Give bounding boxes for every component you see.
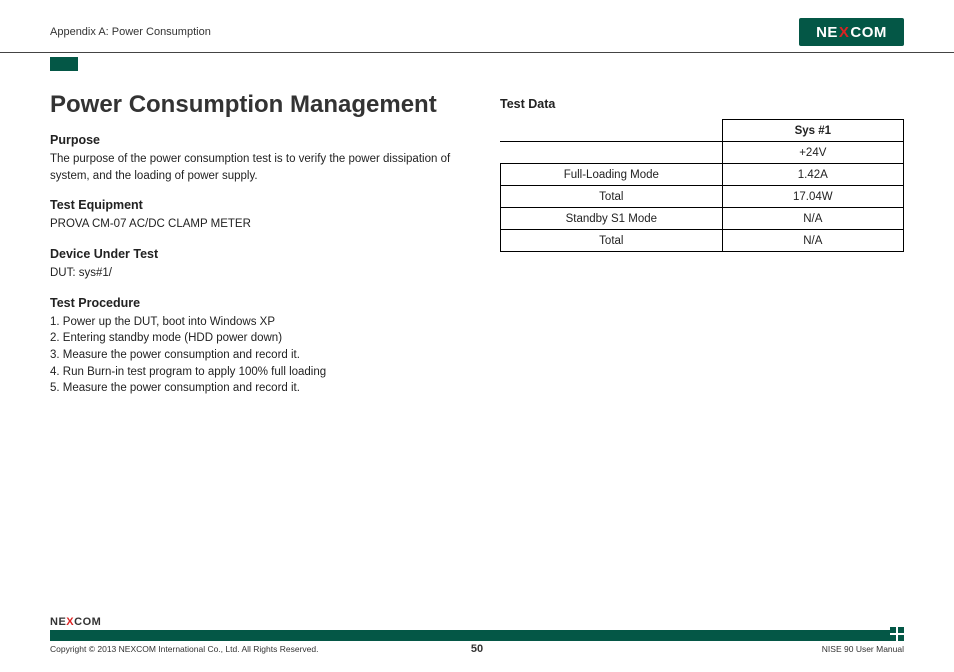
logo-text-post: COM <box>850 24 887 41</box>
testdata-table: Sys #1 +24V Full-Loading Mode 1.42A Tota… <box>500 119 904 252</box>
table-row: Sys #1 <box>501 120 904 142</box>
table-cell-value: N/A <box>722 208 903 230</box>
table-row: +24V <box>501 142 904 164</box>
footer-row: Copyright © 2013 NEXCOM International Co… <box>50 641 904 654</box>
table-cell-value: 17.04W <box>722 186 903 208</box>
equipment-heading: Test Equipment <box>50 198 454 212</box>
procedure-step: 3. Measure the power consumption and rec… <box>50 347 454 364</box>
table-row: Standby S1 Mode N/A <box>501 208 904 230</box>
table-row: Total 17.04W <box>501 186 904 208</box>
procedure-list: 1. Power up the DUT, boot into Windows X… <box>50 314 454 397</box>
procedure-step: 5. Measure the power consumption and rec… <box>50 380 454 397</box>
page-header: Appendix A: Power Consumption NEXCOM <box>0 0 954 53</box>
table-header-cell: Sys #1 <box>722 120 903 142</box>
footer-logo-x: X <box>66 616 74 628</box>
footer-logo-post: COM <box>74 616 101 628</box>
table-cell-blank <box>501 120 723 142</box>
purpose-body: The purpose of the power consumption tes… <box>50 151 454 184</box>
dut-body: DUT: sys#1/ <box>50 265 454 282</box>
dut-heading: Device Under Test <box>50 247 454 261</box>
procedure-heading: Test Procedure <box>50 296 454 310</box>
table-cell-value: 1.42A <box>722 164 903 186</box>
right-column: Test Data Sys #1 +24V Full-Loading Mode … <box>500 91 904 397</box>
table-row: Full-Loading Mode 1.42A <box>501 164 904 186</box>
table-cell-label: Full-Loading Mode <box>501 164 723 186</box>
procedure-step: 4. Run Burn-in test program to apply 100… <box>50 364 454 381</box>
page-title: Power Consumption Management <box>50 91 454 119</box>
testdata-heading: Test Data <box>500 97 904 111</box>
table-cell-value: N/A <box>722 230 903 252</box>
page-footer: NEXCOM Copyright © 2013 NEXCOM Internati… <box>50 616 904 654</box>
footer-logo: NEXCOM <box>50 616 904 628</box>
page-number: 50 <box>471 643 483 655</box>
logo-text-pre: NE <box>816 24 838 41</box>
footer-bar <box>50 630 904 641</box>
table-cell-label <box>501 142 723 164</box>
equipment-body: PROVA CM-07 AC/DC CLAMP METER <box>50 216 454 233</box>
copyright-text: Copyright © 2013 NEXCOM International Co… <box>50 644 318 654</box>
purpose-heading: Purpose <box>50 133 454 147</box>
logo-text-x: X <box>838 24 851 41</box>
table-row: Total N/A <box>501 230 904 252</box>
doc-name: NISE 90 User Manual <box>822 644 904 654</box>
footer-logo-pre: NE <box>50 616 66 628</box>
table-cell-value: +24V <box>722 142 903 164</box>
brand-logo: NEXCOM <box>799 18 904 46</box>
breadcrumb: Appendix A: Power Consumption <box>50 26 211 38</box>
table-cell-label: Total <box>501 186 723 208</box>
content-area: Power Consumption Management Purpose The… <box>0 71 954 397</box>
accent-bar <box>50 57 78 71</box>
table-cell-label: Total <box>501 230 723 252</box>
left-column: Power Consumption Management Purpose The… <box>50 91 454 397</box>
table-cell-label: Standby S1 Mode <box>501 208 723 230</box>
procedure-step: 1. Power up the DUT, boot into Windows X… <box>50 314 454 331</box>
procedure-step: 2. Entering standby mode (HDD power down… <box>50 330 454 347</box>
